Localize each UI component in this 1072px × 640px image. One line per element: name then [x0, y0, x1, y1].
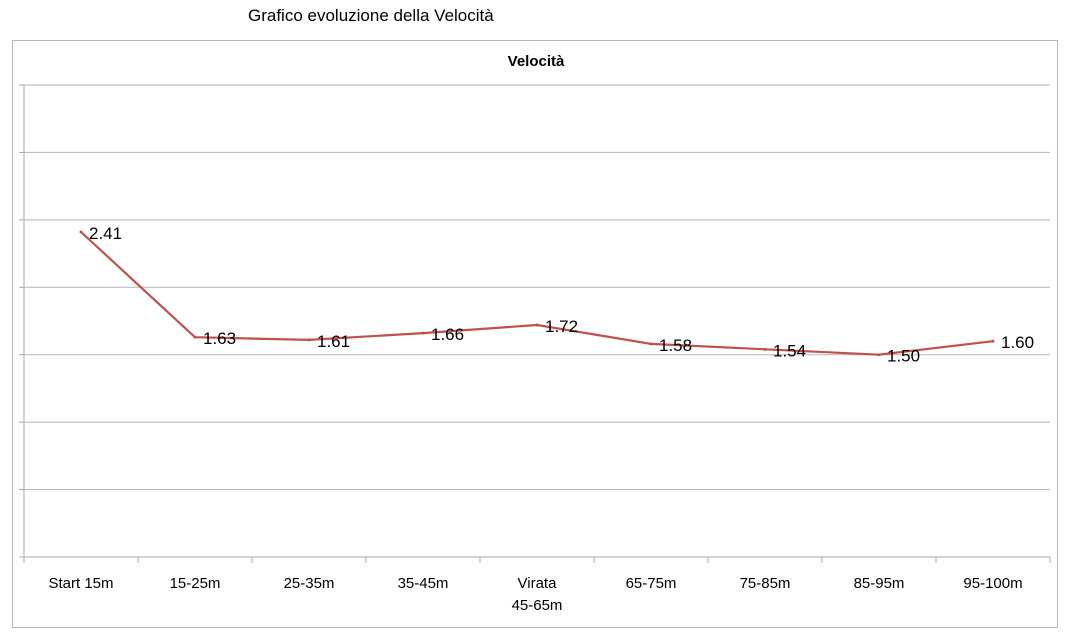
- x-tick-label: 65-75m: [626, 575, 677, 592]
- data-point: [307, 338, 311, 342]
- data-label: 1.61: [317, 332, 350, 351]
- data-point: [877, 353, 881, 357]
- axes: [19, 85, 1051, 563]
- data-point: [421, 331, 425, 335]
- page-title: Grafico evoluzione della Velocità: [248, 6, 494, 25]
- data-point: [79, 230, 83, 234]
- x-tick-label: Virata 45-65m: [512, 575, 563, 614]
- x-axis-tick-labels: Start 15m 15-25m 25-35m 35-45m Virata 45-65m 6…: [48, 575, 1022, 614]
- data-label: 1.54: [773, 341, 806, 360]
- data-label: 1.60: [1001, 333, 1034, 352]
- chart-title: Velocità: [508, 53, 565, 70]
- x-tick-label: 35-45m: [398, 575, 449, 592]
- data-label: 2.41: [89, 224, 122, 243]
- data-point: [763, 347, 767, 351]
- data-label: 1.66: [431, 325, 464, 344]
- data-label: 1.50: [887, 347, 920, 366]
- x-tick-label: 15-25m: [170, 575, 221, 592]
- data-point: [991, 339, 995, 343]
- velocity-line-chart: Velocità 2.41 1.63 1.61 1.66 1.72 1.58 1.54 1.5…: [19, 53, 1051, 614]
- x-tick-label: 25-35m: [284, 575, 335, 592]
- data-label: 1.72: [545, 317, 578, 336]
- data-point: [649, 342, 653, 346]
- gridlines: [19, 84, 1050, 491]
- chart-container: Velocità 2.41 1.63 1.61 1.66 1.72 1.58 1.54 1.5…: [12, 40, 1058, 628]
- x-tick-label: 85-95m: [854, 575, 905, 592]
- data-point: [193, 335, 197, 339]
- data-label: 1.63: [203, 329, 236, 348]
- data-labels: 2.41 1.63 1.61 1.66 1.72 1.58 1.54 1.50 1.60: [89, 224, 1034, 366]
- data-point: [535, 323, 539, 327]
- x-tick-label: 75-85m: [740, 575, 791, 592]
- data-label: 1.58: [659, 336, 692, 355]
- x-tick-label: Start 15m: [48, 575, 113, 592]
- x-tick-label: 95-100m: [963, 575, 1022, 592]
- series-layer: [79, 230, 995, 357]
